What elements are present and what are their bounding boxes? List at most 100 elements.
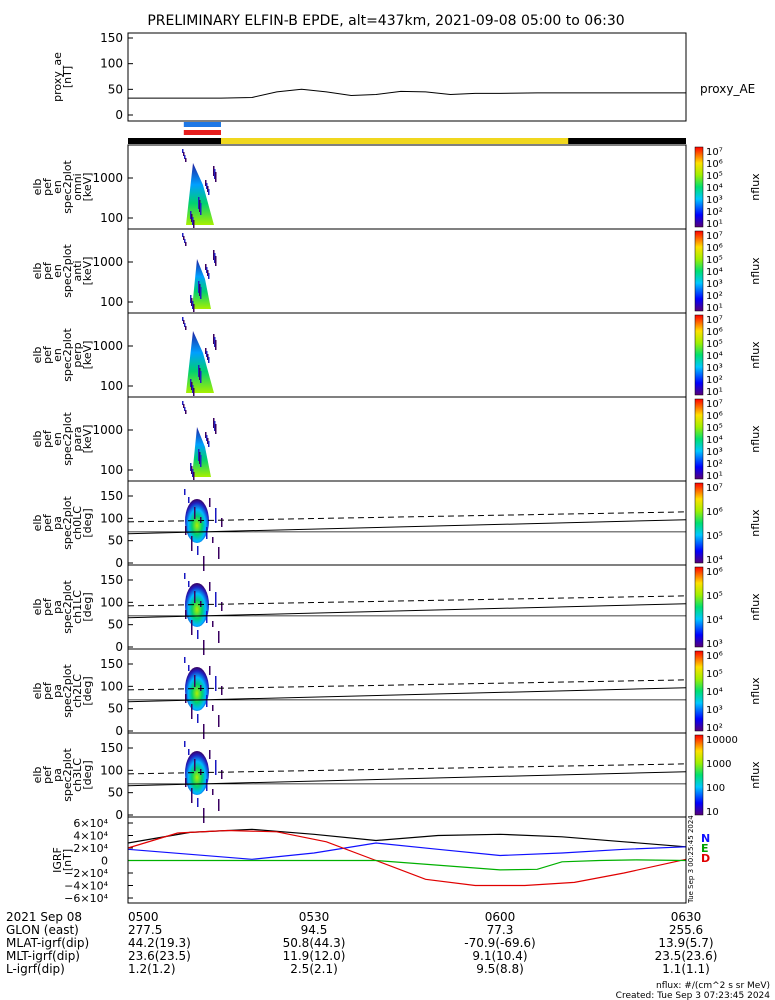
colorbar: [694, 230, 704, 312]
created-timestamp: Created: Tue Sep 3 07:23:45 2024: [616, 991, 771, 1000]
colorbar-tick-label: 10²: [706, 459, 723, 470]
footer-value: 0500: [128, 910, 159, 924]
panel-pa_ch0: elbpefpaspec2plotch0LC[deg] 150 100 50 0 10⁷ 1…: [31, 480, 762, 571]
colorbar-tick-label: 10⁵: [706, 531, 723, 542]
colorbar-tick-label: 10¹: [706, 471, 723, 482]
colorbar-tick-label: 10⁴: [706, 615, 723, 626]
energy-spectrogram-cone: [186, 331, 214, 393]
status-bar-yellow: [221, 138, 569, 144]
colorbar-tick-label: 10⁶: [706, 159, 723, 170]
footer-value: 23.6(23.5): [128, 949, 191, 963]
panel-frame: [127, 816, 687, 904]
colorbar-tick-label: 10³: [706, 705, 723, 716]
y-tick-label: 150: [100, 657, 123, 671]
energy-spectrogram-cone: [192, 259, 211, 309]
colorbar-tick-label: 10¹: [706, 303, 723, 314]
colorbar-tick-label: 1000: [706, 759, 731, 770]
footer-value: 255.6: [669, 923, 703, 937]
units-note: nflux: #/(cm^2 s sr MeV): [656, 981, 770, 991]
footer-value: 2.5(2.1): [290, 962, 338, 976]
colorbar-label: nflux: [749, 593, 762, 621]
side-timestamp: Tue Sep 3 00:25:45 2024: [687, 815, 695, 904]
igrf-series-D: [127, 829, 687, 887]
colorbar-tick-label: 10⁴: [706, 351, 723, 362]
y-tick-label: 50: [108, 618, 123, 632]
status-bar-red: [183, 130, 221, 135]
panel-ylabel: proxy_ae[nT]: [51, 52, 74, 102]
colorbar-tick-label: 10⁴: [706, 555, 723, 566]
panel-frame: [127, 396, 687, 482]
colorbar-tick-label: 10⁷: [706, 483, 723, 494]
y-tick-label: 100: [100, 463, 123, 477]
panel-frame: [127, 144, 687, 230]
colorbar-tick-label: 10000: [706, 735, 738, 746]
footer-value: 44.2(19.3): [128, 936, 191, 950]
footer-row-label: MLT-igrf(dip): [6, 949, 80, 963]
igrf-legend-entry: E: [701, 842, 709, 855]
igrf-series-E: [127, 842, 687, 860]
colorbar-tick-label: 10³: [706, 447, 723, 458]
colorbar-tick-label: 10⁷: [706, 399, 723, 410]
footer-value: 13.9(5.7): [658, 936, 713, 950]
colorbar-label: nflux: [749, 173, 762, 201]
footer-value: 0530: [299, 910, 330, 924]
footer-value: 50.8(44.3): [283, 936, 346, 950]
y-tick-label: 50: [108, 82, 123, 96]
footer-value: 23.5(23.6): [655, 949, 718, 963]
y-tick-label: 100: [100, 763, 123, 777]
colorbar-tick-label: 10⁴: [706, 183, 723, 194]
colorbar-label: nflux: [749, 341, 762, 369]
colorbar-tick-label: 10: [706, 807, 719, 818]
panel-ylabel: elbpefpaspec2plotch2LC[deg]: [31, 664, 94, 718]
colorbar: [694, 650, 704, 732]
footer-value: 77.3: [487, 923, 514, 937]
panel-ylabel: elbpefenspec2plotanti[keV]: [31, 244, 94, 298]
colorbar-tick-label: 10⁴: [706, 435, 723, 446]
panel-igrf: IGRF[nT] 6×10⁴4×10⁴2×10⁴0−2×10⁴−4×10⁴−6×1…: [51, 815, 710, 905]
colorbar: [694, 314, 704, 396]
footer-row-label: GLON (east): [6, 923, 79, 937]
colorbar-label: nflux: [749, 761, 762, 789]
y-tick-label: 0: [115, 108, 123, 122]
panel-ylabel: IGRF[nT]: [51, 847, 74, 873]
y-tick-label: 100: [100, 211, 123, 225]
colorbar-tick-label: 10⁴: [706, 687, 723, 698]
energy-spectrogram-cone: [192, 427, 211, 477]
colorbar-tick-label: 10³: [706, 195, 723, 206]
footer-value: 9.1(10.4): [472, 949, 527, 963]
igrf-legend-entry: D: [701, 852, 710, 865]
y-tick-label: 150: [100, 489, 123, 503]
footer-value: 1.1(1.1): [662, 962, 710, 976]
y-tick-label: 4×10⁴: [73, 830, 108, 843]
y-tick-label: 100: [100, 511, 123, 525]
footer-value: 11.9(12.0): [283, 949, 346, 963]
panel-frame: [127, 228, 687, 314]
y-tick-label: 0: [115, 724, 123, 738]
colorbar-tick-label: 10⁶: [706, 507, 723, 518]
y-tick-label: 150: [100, 741, 123, 755]
footer-value: 0600: [485, 910, 516, 924]
colorbar-tick-label: 10⁵: [706, 339, 723, 350]
panel-pa_ch3: elbpefpaspec2plotch3LC[deg] 150 100 50 0 1000…: [31, 732, 762, 823]
y-tick-label: 0: [115, 556, 123, 570]
colorbar-tick-label: 10²: [706, 207, 723, 218]
colorbar: [694, 146, 704, 228]
panel-en_anti: elbpefenspec2plotanti[keV]100010010⁷10⁶1…: [31, 228, 762, 314]
footer-value: 94.5: [301, 923, 328, 937]
panel-ylabel: elbpefenspec2plotperp[keV]: [31, 328, 94, 382]
colorbar-tick-label: 10⁷: [706, 231, 723, 242]
y-tick-label: 1000: [92, 255, 123, 269]
panel-proxy_ae: proxy_ae[nT] 150 100 50 0 proxy_AE: [51, 31, 755, 122]
y-tick-label: 2×10⁴: [73, 842, 108, 855]
colorbar-tick-label: 10²: [706, 375, 723, 386]
panel-ylabel: elbpefpaspec2plotch1LC[deg]: [31, 580, 94, 634]
footer-value: 1.2(1.2): [128, 962, 176, 976]
igrf-series-N: [127, 828, 687, 848]
colorbar-tick-label: 10¹: [706, 219, 723, 230]
colorbar-tick-label: 10⁵: [706, 591, 723, 602]
y-tick-label: −4×10⁴: [64, 880, 108, 893]
panel-pa_ch2: elbpefpaspec2plotch2LC[deg] 150 100 50 0 10⁶ 1…: [31, 648, 762, 739]
colorbar-tick-label: 10⁵: [706, 423, 723, 434]
panel-ylabel: elbpefpaspec2plotch0LC[deg]: [31, 496, 94, 550]
panel-frame: [127, 480, 687, 566]
